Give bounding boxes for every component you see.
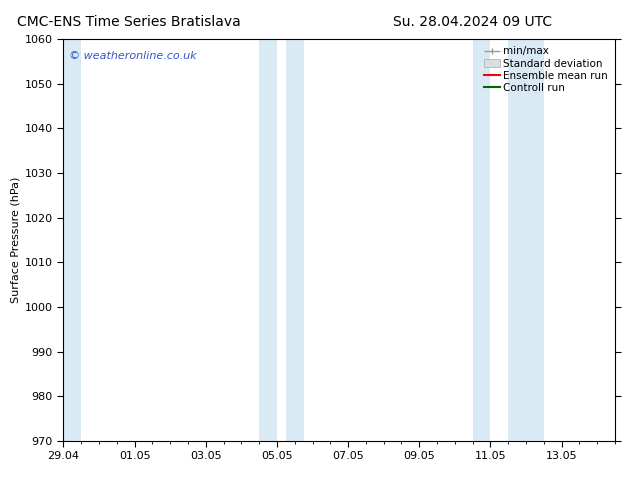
Bar: [63, 39, 81, 441]
Bar: [472, 39, 491, 441]
Bar: [259, 39, 277, 441]
Legend: min/max, Standard deviation, Ensemble mean run, Controll run: min/max, Standard deviation, Ensemble me…: [480, 42, 612, 97]
Text: Su. 28.04.2024 09 UTC: Su. 28.04.2024 09 UTC: [393, 15, 552, 29]
Text: © weatheronline.co.uk: © weatheronline.co.uk: [69, 51, 197, 61]
Bar: [508, 39, 544, 441]
Y-axis label: Surface Pressure (hPa): Surface Pressure (hPa): [11, 177, 21, 303]
Text: CMC-ENS Time Series Bratislava: CMC-ENS Time Series Bratislava: [17, 15, 241, 29]
Bar: [286, 39, 304, 441]
